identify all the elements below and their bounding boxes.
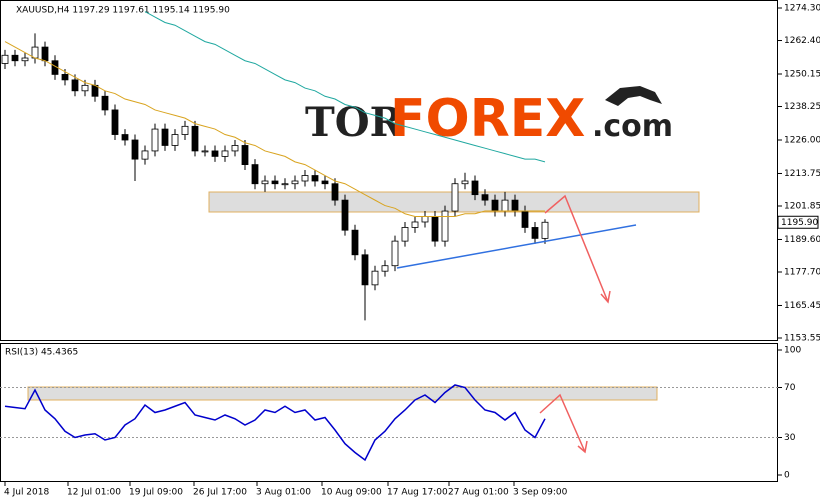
candle-body [121,134,129,141]
x-tick-label: 19 Jul 09:00 [129,488,183,498]
x-tick-label: 10 Aug 09:00 [321,488,382,498]
y-tick-label: 1165.45 [784,301,820,311]
y-tick-label: 1153.55 [784,334,820,344]
last-price-label: 1195.90 [781,218,818,228]
chart-header: XAUUSD,H4 1197.29 1197.61 1195.14 1195.9… [16,6,230,16]
candle-body [21,57,29,62]
candle-body [131,139,139,160]
candle-body [411,221,419,228]
candle-body [361,254,369,286]
x-tick-label: 3 Sep 09:00 [513,488,568,498]
y-tick-label: 100 [784,346,801,356]
candle-body [481,194,489,201]
candle-body [1,54,9,64]
y-tick-label: 0 [784,471,790,481]
candle-body [321,180,329,185]
candle-body [381,265,389,272]
y-tick-label: 1177.70 [784,268,820,278]
logo-bull [605,86,662,106]
candle-body [501,199,509,212]
candle-body [151,128,159,152]
candle-body [351,229,359,256]
candle-body [461,180,469,185]
candle-body [401,227,409,242]
candle-body [201,150,209,153]
x-tick-label: 26 Jul 17:00 [193,488,247,498]
candle-body [541,221,549,239]
candle-body [41,46,49,62]
y-tick-label: 1213.75 [784,169,820,179]
candle-body [531,227,539,239]
x-tick-label: 4 Jul 2018 [4,488,49,498]
moving-average [4,41,545,218]
candle-body [61,74,69,81]
candle-body [191,125,199,152]
moving-average [144,11,546,163]
y-tick-label: 1226.00 [784,136,820,146]
candle-body [451,183,459,212]
candle-body [521,210,529,228]
candle-body [281,183,289,186]
watermark: .com [592,109,673,144]
candle-body [221,150,229,157]
candle-body [341,199,349,231]
rsi-title: RSI(13) 45.4365 [5,348,78,358]
rsi-zone [27,386,658,401]
x-tick-label: 3 Aug 01:00 [256,488,311,498]
rsi-line [4,384,546,462]
candle-body [471,180,479,196]
candle-body [241,145,249,165]
y-tick-label: 1238.25 [784,102,820,112]
candle-body [421,216,429,223]
y-tick-label: 1189.60 [784,235,820,245]
y-tick-label: 1274.30 [784,4,820,14]
forecast-arrow [544,194,609,303]
price-frame [0,0,778,341]
candle-body [271,180,279,185]
candle-body [391,240,399,267]
candle-body [511,199,519,212]
x-tick-label: 12 Jul 01:00 [67,488,121,498]
candle-body [211,150,219,157]
y-tick-label: 1250.15 [784,70,820,80]
candle-body [161,128,169,146]
candle-body [101,95,109,111]
candle-body [491,199,499,212]
candle-body [231,145,239,152]
candle-body [311,175,319,182]
arrow-head [577,440,588,454]
y-tick-label: 1201.85 [784,202,820,212]
candle-body [171,134,179,146]
arrow-head [600,290,611,304]
y-tick-label: 70 [784,383,796,393]
trend-line [396,224,637,269]
candle-body [71,79,79,92]
watermark: FOREX [390,89,585,149]
candle-body [291,180,299,185]
rsi-forecast-arrow [539,393,586,453]
candle-body [181,125,189,135]
candle-body [431,216,439,242]
y-tick-label: 1262.40 [784,36,820,46]
rsi-frame [0,343,778,482]
candle-body [371,270,379,286]
candle-body [261,180,269,185]
candle-body [251,164,259,185]
candle-body [111,109,119,135]
last-price-box [777,215,819,229]
candle-body [301,175,309,182]
candle-body [81,84,89,92]
x-tick-label: 27 Aug 01:00 [448,488,509,498]
candle-body [141,150,149,160]
candle-body [11,54,19,62]
candle-body [331,183,339,201]
watermark: TOR [305,99,404,146]
y-tick-label: 30 [784,433,796,443]
candle-body [441,210,449,242]
x-tick-label: 17 Aug 17:00 [387,488,448,498]
